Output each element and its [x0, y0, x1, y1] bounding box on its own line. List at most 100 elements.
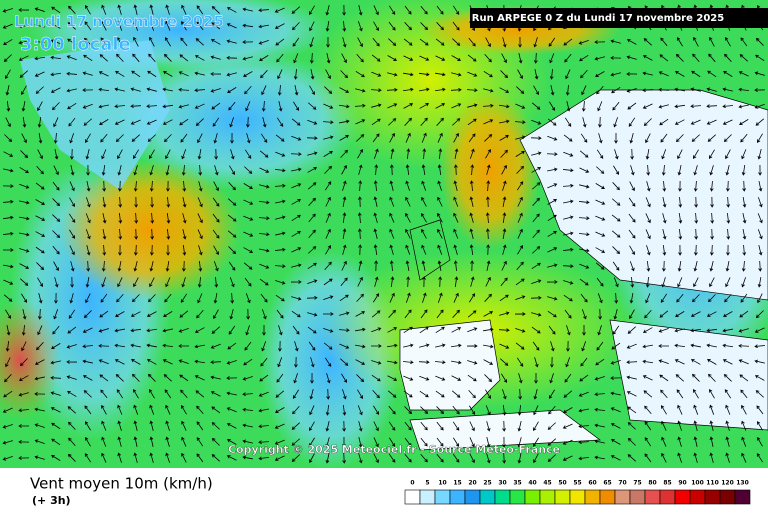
wind-arrow — [34, 71, 45, 77]
wind-arrow — [626, 55, 637, 60]
wind-arrow — [146, 104, 158, 109]
wind-arrow — [533, 85, 539, 95]
wind-arrow — [562, 439, 573, 445]
wind-arrow — [70, 165, 75, 176]
wind-arrow — [82, 88, 94, 92]
wind-arrow — [246, 133, 251, 144]
wind-arrow — [566, 340, 570, 352]
wind-arrow — [754, 103, 765, 109]
wind-arrow — [276, 117, 284, 127]
wind-arrow — [227, 198, 237, 206]
wind-arrow — [118, 228, 123, 240]
wind-arrow — [178, 359, 189, 364]
wind-arrow — [485, 196, 490, 208]
wind-arrow — [197, 276, 202, 288]
wind-arrow — [453, 196, 459, 207]
wind-arrow — [210, 375, 221, 380]
wind-arrow — [134, 212, 139, 224]
wind-arrow — [2, 199, 14, 204]
wind-arrow — [742, 180, 747, 192]
wind-arrow — [563, 407, 573, 413]
wind-arrow — [517, 228, 523, 239]
wind-arrow — [579, 263, 590, 269]
wind-arrow — [438, 276, 443, 288]
wind-arrow — [342, 244, 347, 255]
wind-arrow — [133, 420, 138, 431]
wind-arrow — [166, 228, 171, 240]
wind-arrow — [178, 104, 189, 109]
wind-arrow — [134, 228, 139, 240]
wind-arrow — [226, 376, 238, 380]
wind-arrow — [3, 390, 13, 398]
wind-arrow — [165, 404, 171, 415]
wind-arrow — [82, 375, 93, 381]
wind-arrow — [18, 375, 29, 381]
wind-arrow — [323, 295, 334, 300]
legend-swatch — [569, 489, 586, 505]
wind-arrow — [114, 328, 125, 333]
wind-arrow — [2, 231, 14, 236]
wind-arrow — [5, 340, 10, 352]
wind-arrow — [357, 37, 363, 48]
wind-arrow — [325, 69, 331, 80]
wind-arrow — [564, 309, 572, 319]
wind-arrow — [741, 404, 747, 415]
wind-arrow — [709, 149, 715, 159]
wind-arrow — [754, 359, 765, 364]
wind-arrow — [210, 360, 222, 365]
legend-label: 5 — [425, 480, 429, 487]
wind-arrow — [306, 296, 318, 300]
wind-arrow — [98, 343, 110, 348]
wind-arrow — [722, 104, 734, 109]
wind-arrow — [757, 149, 762, 160]
wind-arrow — [226, 423, 237, 429]
wind-arrow — [469, 196, 474, 207]
wind-arrow — [308, 197, 316, 206]
legend-label: 10 — [438, 480, 446, 487]
wind-arrow — [485, 276, 491, 287]
wind-arrow — [34, 7, 45, 12]
wind-arrow — [36, 262, 45, 271]
wind-arrow — [308, 437, 315, 447]
run-box — [470, 8, 768, 28]
wind-arrow — [226, 407, 237, 413]
wind-arrow — [646, 181, 651, 192]
wind-arrow — [693, 180, 698, 192]
wind-arrow — [662, 213, 667, 224]
wind-arrow — [227, 230, 237, 238]
wind-arrow — [179, 54, 189, 62]
wind-arrow — [324, 357, 332, 367]
wind-arrow — [373, 437, 379, 448]
wind-arrow — [501, 260, 507, 271]
wind-arrow — [195, 390, 205, 398]
wind-arrow — [755, 390, 764, 398]
wind-arrow — [82, 103, 93, 109]
wind-arrow — [36, 166, 44, 175]
wind-arrow — [34, 359, 45, 365]
wind-arrow — [725, 36, 731, 47]
wind-arrow — [499, 311, 510, 316]
wind-arrow — [517, 453, 522, 464]
wind-arrow — [213, 261, 219, 272]
wind-arrow — [18, 8, 30, 12]
wind-arrow — [595, 358, 605, 366]
wind-arrow — [372, 293, 380, 303]
wind-arrow — [678, 196, 683, 208]
wind-arrow — [34, 455, 45, 460]
wind-arrow — [693, 36, 699, 47]
wind-arrow — [2, 455, 13, 461]
wind-arrow — [258, 232, 270, 237]
wind-arrow — [69, 293, 74, 304]
wind-arrow — [69, 133, 75, 144]
wind-arrow — [403, 55, 414, 61]
wind-arrow — [371, 118, 381, 126]
wind-arrow — [325, 437, 330, 448]
wind-arrow — [164, 293, 172, 303]
wind-arrow — [709, 436, 714, 447]
wind-arrow — [420, 309, 428, 319]
wind-arrow — [486, 180, 491, 192]
wind-arrow — [517, 212, 523, 223]
wind-arrow — [274, 264, 286, 269]
wind-arrow — [117, 37, 123, 47]
wind-arrow — [34, 39, 46, 44]
